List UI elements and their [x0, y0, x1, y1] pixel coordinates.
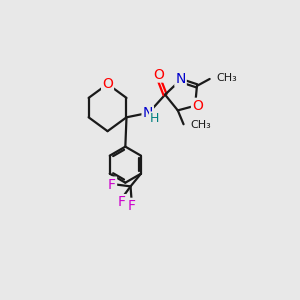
Text: O: O: [192, 99, 203, 113]
Text: CH₃: CH₃: [190, 120, 211, 130]
Text: CH₃: CH₃: [217, 73, 237, 83]
Text: N: N: [142, 106, 153, 120]
Text: F: F: [128, 199, 136, 213]
Text: H: H: [150, 112, 159, 125]
Text: O: O: [153, 68, 164, 82]
Text: O: O: [102, 77, 113, 91]
Text: F: F: [118, 195, 126, 209]
Text: N: N: [176, 72, 186, 86]
Text: F: F: [108, 178, 116, 191]
